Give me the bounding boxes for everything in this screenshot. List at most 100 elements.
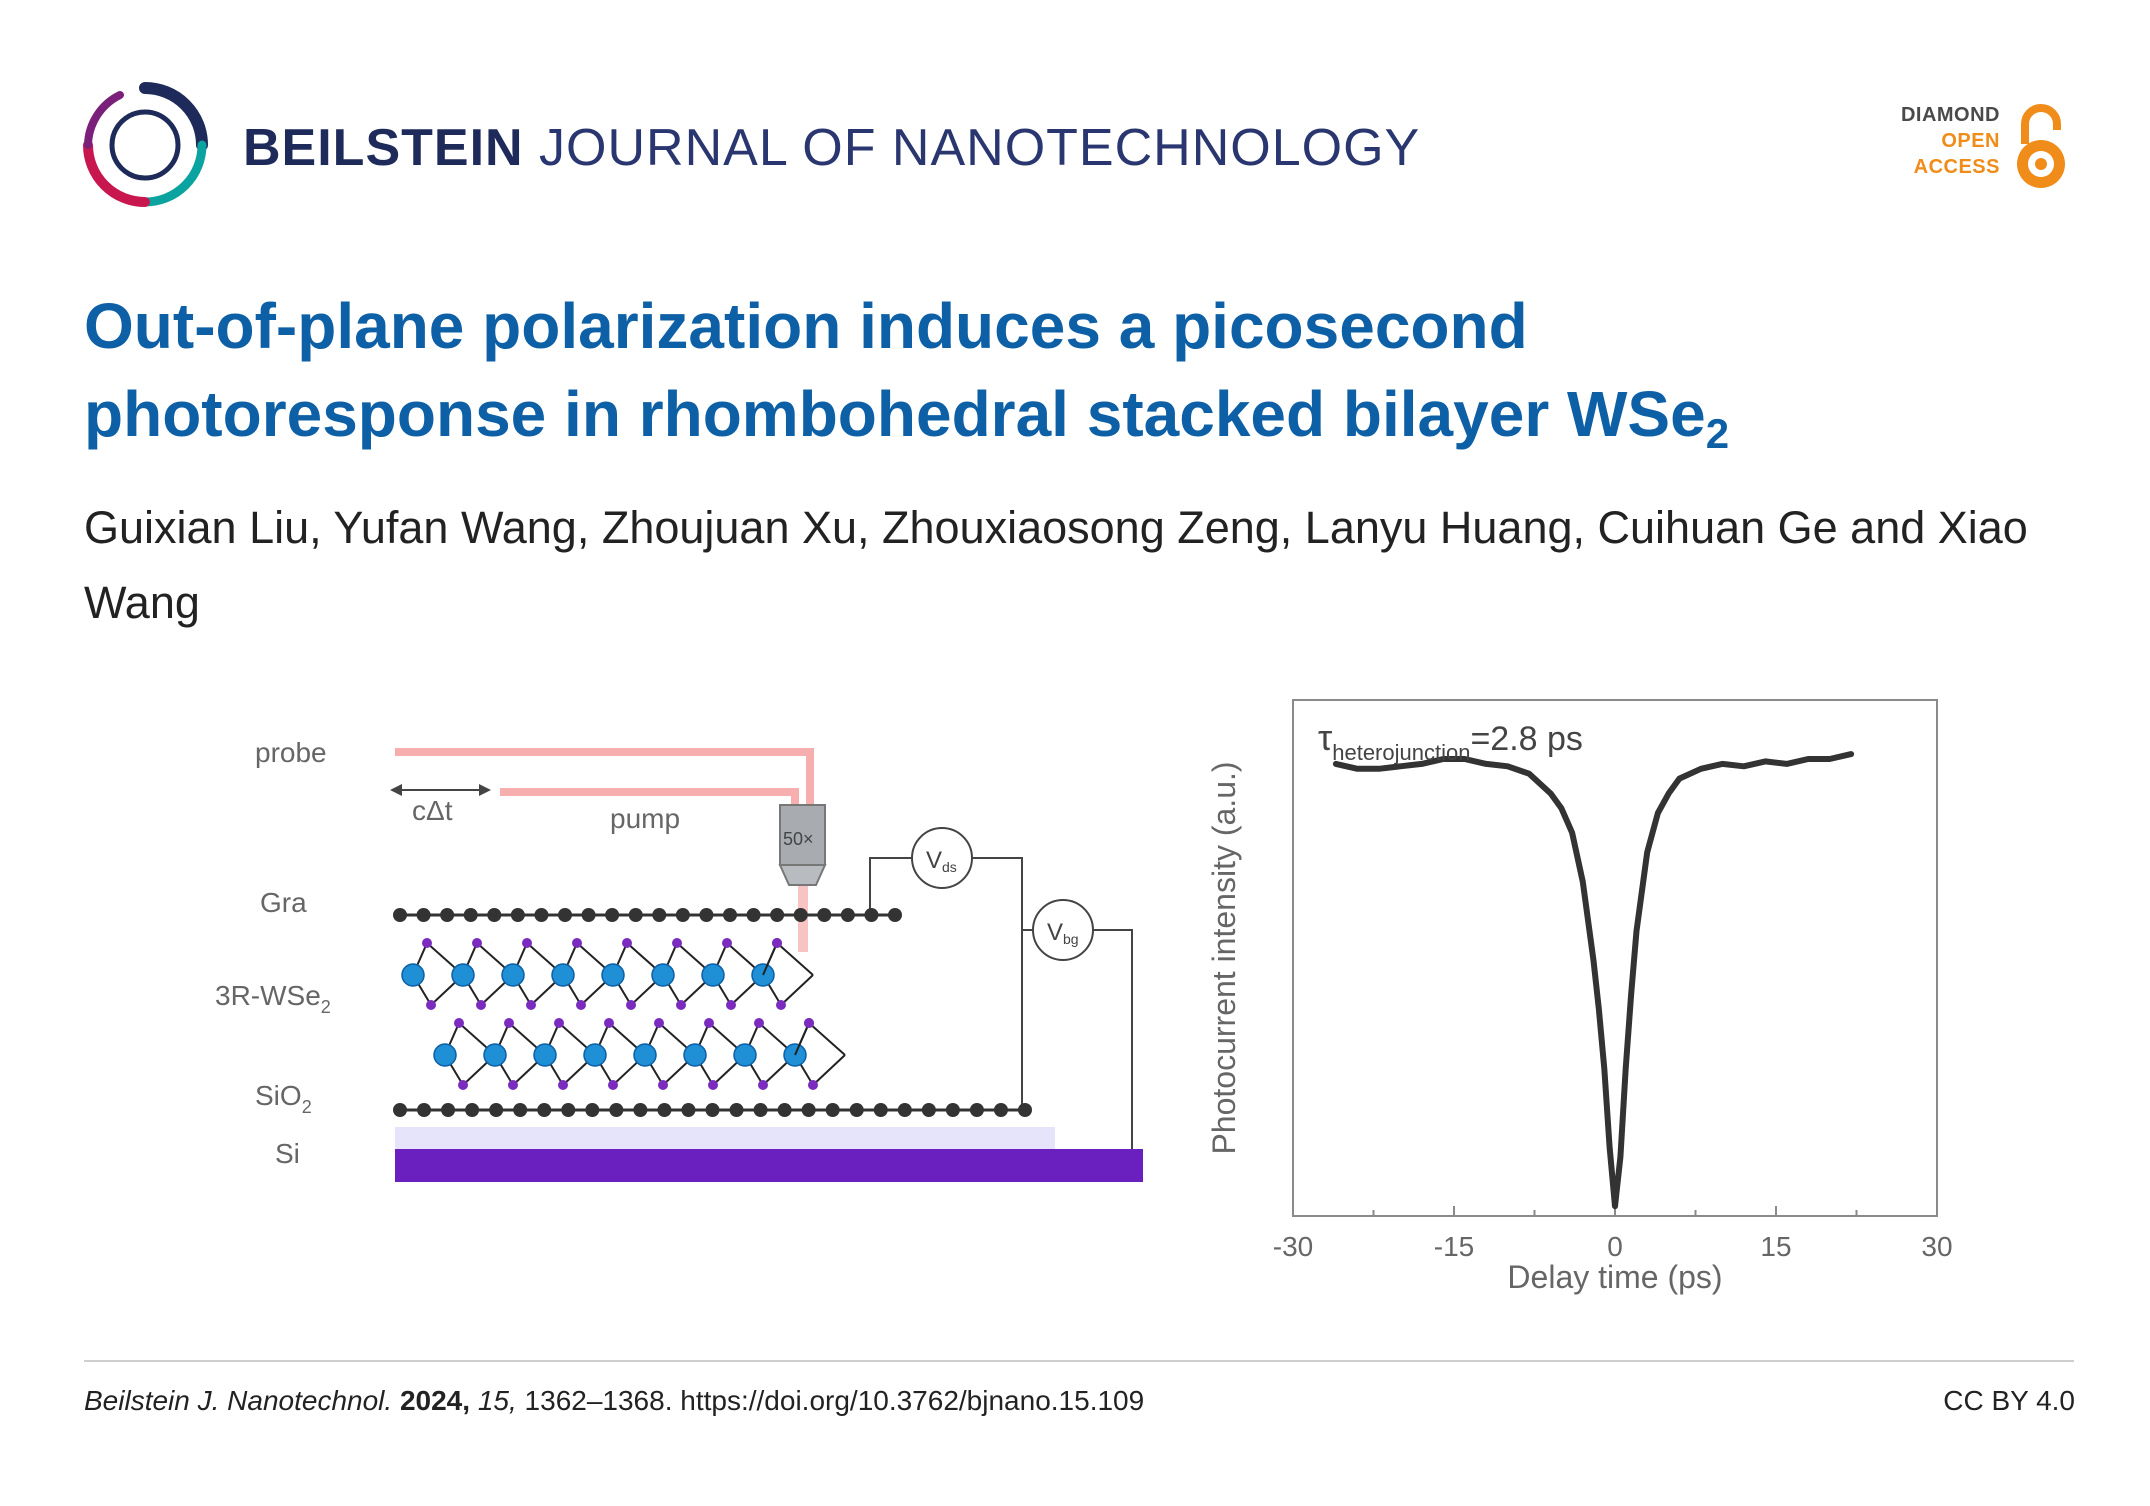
x-tick-label: -30 — [1273, 1231, 1313, 1262]
se-atom — [804, 1018, 814, 1028]
se-atom — [454, 1018, 464, 1028]
carbon-atom — [585, 1103, 600, 1117]
si-substrate — [395, 1149, 1143, 1182]
w-atom — [601, 963, 625, 987]
w-atom — [701, 963, 725, 987]
w-atom — [533, 1043, 557, 1067]
carbon-atom — [652, 908, 667, 922]
vds-wire — [869, 857, 912, 910]
x-tick-label: -15 — [1434, 1231, 1474, 1262]
se-atom — [522, 938, 532, 948]
carbon-atom — [609, 1103, 624, 1117]
se-atom — [776, 1000, 786, 1010]
photocurrent-chart: -30 -15 0 15 30 τheterojunction=2.8 ps Delay… — [1206, 699, 1953, 1295]
objective-lens-icon: 50× — [778, 804, 827, 886]
x-axis-ticks: -30 -15 0 15 30 — [1273, 1206, 1953, 1262]
carbon-atom — [513, 1103, 528, 1117]
carbon-atom — [699, 908, 714, 922]
y-axis-label: Photocurrent intensity (a.u.) — [1206, 761, 1242, 1154]
se-atom — [572, 938, 582, 948]
carbon-atom — [416, 908, 431, 922]
label-probe: probe — [255, 737, 327, 768]
graphene-bottom-layer — [393, 1103, 1032, 1117]
w-atom — [551, 963, 575, 987]
w-se-bond — [780, 974, 814, 1006]
w-atom — [433, 1043, 457, 1067]
w-atom — [451, 963, 475, 987]
w-atom — [651, 963, 675, 987]
se-atom — [808, 1080, 818, 1090]
w-atom — [683, 1043, 707, 1067]
w-atom — [483, 1043, 507, 1067]
carbon-atom — [465, 1103, 480, 1117]
w-se-bond — [794, 1022, 810, 1056]
se-atom — [722, 938, 732, 948]
citation-volume: 15, — [477, 1385, 517, 1416]
device-schematic: probe cΔt pump 50× Vds Vbg Gra 3R-WSe2 S… — [215, 737, 1143, 1182]
carbon-atom — [723, 908, 737, 922]
se-atom — [426, 1000, 436, 1010]
se-atom — [758, 1080, 768, 1090]
carbon-atom — [393, 1103, 407, 1117]
graphene-top-layer — [393, 908, 902, 922]
label-sio2: SiO2 — [255, 1080, 312, 1117]
carbon-atom — [793, 908, 808, 922]
citation-year: 2024, — [399, 1385, 471, 1416]
carbon-atom — [487, 908, 502, 922]
carbon-atom — [1018, 1103, 1032, 1117]
carbon-atom — [873, 1103, 888, 1117]
badge-line-access: ACCESS — [1913, 156, 2000, 178]
carbon-atom — [534, 908, 549, 922]
se-atom — [622, 938, 632, 948]
carbon-atom — [753, 1103, 768, 1117]
citation-pages-doi[interactable]: 1362–1368. https://doi.org/10.3762/bjnan… — [524, 1385, 1145, 1416]
journal-name-rest: JOURNAL OF NANOTECHNOLOGY — [539, 119, 1421, 177]
carbon-atom — [888, 908, 902, 922]
badge-line-diamond: DIAMOND — [1900, 104, 2000, 126]
label-delay: cΔt — [412, 795, 453, 826]
article-title: Out-of-plane polarization induces a pico… — [84, 282, 1984, 478]
label-pump: pump — [610, 803, 680, 834]
plot-frame — [1292, 699, 1938, 1217]
se-atom — [476, 1000, 486, 1010]
se-atom — [458, 1080, 468, 1090]
carbon-atom — [681, 1103, 696, 1117]
article-title-text: Out-of-plane polarization induces a pico… — [84, 290, 1706, 450]
se-atom — [754, 1018, 764, 1028]
w-atom — [501, 963, 525, 987]
vds-source-icon — [911, 827, 973, 889]
se-atom — [472, 938, 482, 948]
carbon-atom — [969, 1103, 984, 1117]
se-atom — [654, 1018, 664, 1028]
carbon-atom — [945, 1103, 960, 1117]
vbg-label: Vbg — [1047, 919, 1079, 947]
carbon-atom — [657, 1103, 672, 1117]
carbon-atom — [605, 908, 620, 922]
se-atom — [658, 1080, 668, 1090]
label-3r-wse2: 3R-WSe2 — [215, 980, 331, 1017]
license-label[interactable]: CC BY 4.0 — [1943, 1385, 2075, 1416]
carbon-atom — [770, 908, 785, 922]
carbon-atom — [746, 908, 761, 922]
label-si: Si — [275, 1138, 300, 1169]
se-atom — [508, 1080, 518, 1090]
x-tick-label: 0 — [1607, 1231, 1623, 1262]
carbon-atom — [489, 1103, 504, 1117]
w-atom — [633, 1043, 657, 1067]
se-atom — [626, 1000, 636, 1010]
carbon-atom — [825, 1103, 840, 1117]
diamond-open-access-badge: DIAMOND OPEN ACCESS — [1880, 102, 2070, 192]
beilstein-logo-icon — [83, 82, 208, 207]
delay-arrow-right-head — [479, 784, 491, 796]
carbon-atom — [849, 1103, 864, 1117]
carbon-atom — [510, 908, 525, 922]
carbon-atom — [537, 1103, 552, 1117]
se-atom — [554, 1018, 564, 1028]
probe-beam — [395, 748, 814, 805]
graphical-abstract: probe cΔt pump 50× Vds Vbg Gra 3R-WSe2 S… — [215, 699, 1953, 1295]
se-atom — [608, 1080, 618, 1090]
carbon-atom — [897, 1103, 912, 1117]
citation: Beilstein J. Nanotechnol. 2024, 15, 1362… — [84, 1385, 1144, 1417]
carbon-atom — [440, 908, 455, 922]
se-atom — [672, 938, 682, 948]
